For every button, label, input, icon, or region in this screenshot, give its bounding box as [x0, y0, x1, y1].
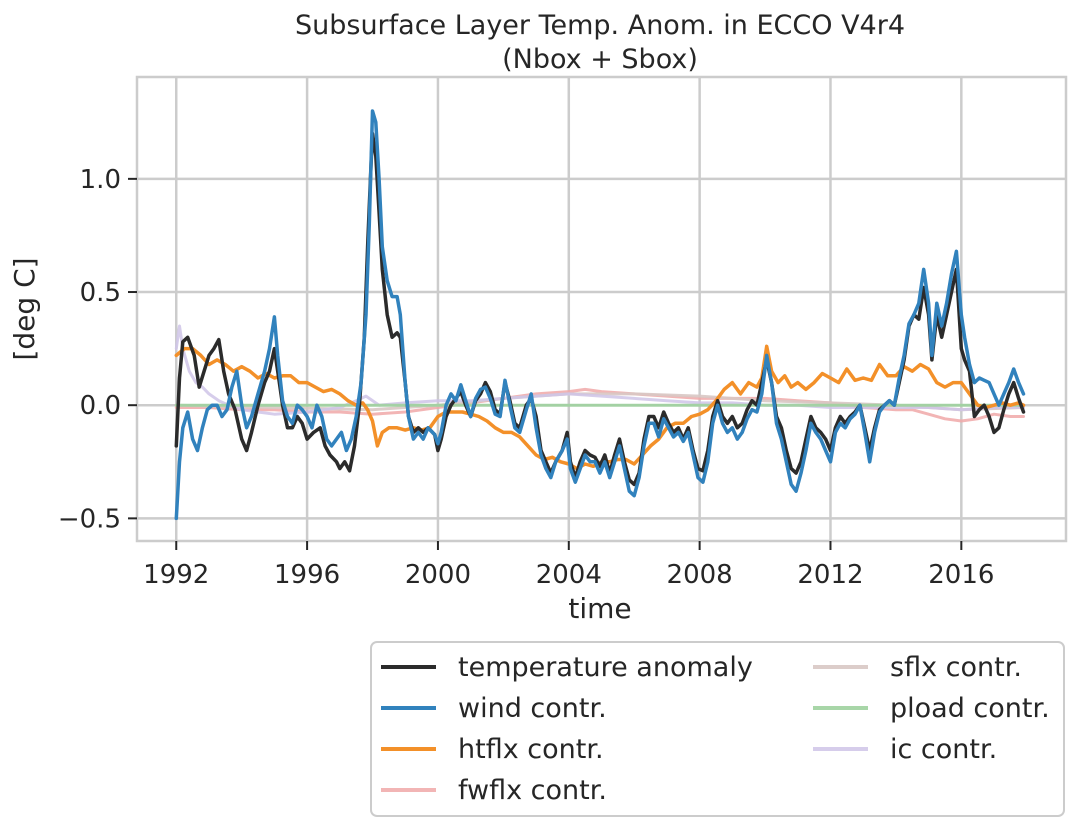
legend-box: [370, 641, 1065, 817]
legend-label: temperature anomaly: [458, 652, 753, 683]
plot-frame: [135, 75, 1068, 543]
x-tick-label: 2008: [667, 560, 733, 590]
chart-title-group: Subsurface Layer Temp. Anom. in ECCO V4r…: [295, 10, 905, 75]
y-tick-label: 0.5: [80, 278, 121, 308]
x-tick-label: 1992: [143, 560, 209, 590]
y-axis-label: [deg C]: [8, 257, 41, 360]
legend-label: sflx contr.: [890, 652, 1022, 683]
series-line-wind-contr: [174, 109, 1026, 521]
legend-label: pload contr.: [890, 693, 1050, 724]
chart-title: Subsurface Layer Temp. Anom. in ECCO V4r…: [295, 10, 905, 41]
legend-label: ic contr.: [890, 734, 997, 765]
plot-area: [174, 109, 1026, 521]
x-tick-label: 2016: [928, 560, 994, 590]
legend: temperature anomaly wind contr. htflx cont…: [370, 641, 1065, 817]
x-tick-label: 2000: [405, 560, 471, 590]
legend-label: fwflx contr.: [458, 775, 607, 806]
y-axis: −0.5 0.0 0.5 1.0: [58, 165, 137, 534]
x-axis-label: time: [568, 592, 631, 625]
y-tick-label: −0.5: [58, 504, 121, 534]
legend-label: htflx contr.: [458, 734, 604, 765]
x-tick-label: 2004: [536, 560, 602, 590]
x-tick-label: 2012: [797, 560, 863, 590]
chart-subtitle: (Nbox + Sbox): [502, 44, 698, 75]
legend-label: wind contr.: [458, 693, 607, 724]
series-line-ic-contr: [174, 324, 1025, 416]
x-tick-label: 1996: [274, 560, 340, 590]
series-line-temperature-anomaly: [174, 131, 1026, 487]
y-tick-label: 0.0: [80, 391, 121, 421]
x-axis: 1992 1996 2000 2004 2008 2012 2016: [143, 541, 994, 590]
y-tick-label: 1.0: [80, 165, 121, 195]
